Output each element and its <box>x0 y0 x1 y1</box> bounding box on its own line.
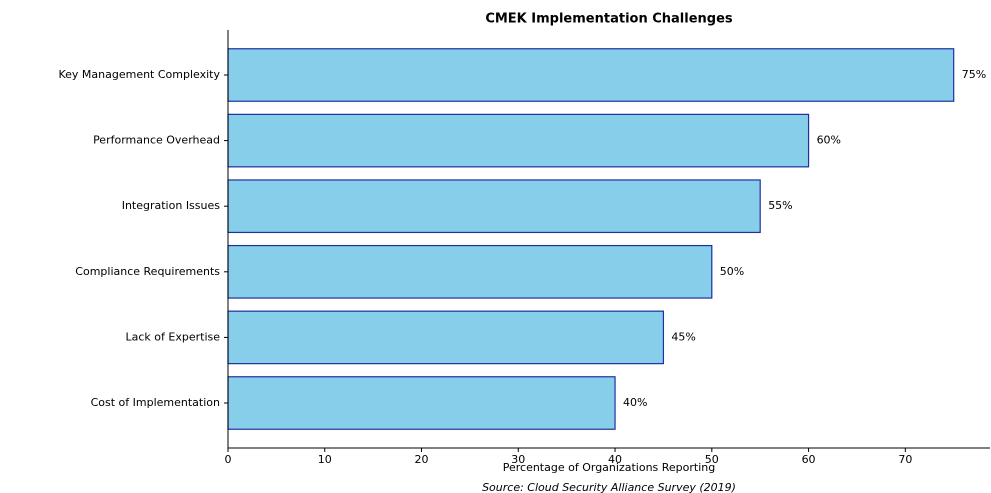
source-note: Source: Cloud Security Alliance Survey (… <box>482 481 736 493</box>
x-tick-label: 0 <box>225 453 232 466</box>
x-tick-label: 50 <box>705 453 719 466</box>
value-label: 40% <box>623 396 647 409</box>
value-label: 50% <box>720 265 744 278</box>
x-tick-label: 60 <box>802 453 816 466</box>
y-tick-label: Cost of Implementation <box>91 396 220 409</box>
bar <box>227 310 665 365</box>
value-label: 55% <box>768 199 792 212</box>
x-tick-label: 20 <box>415 453 429 466</box>
chart-title: CMEK Implementation Challenges <box>485 12 733 27</box>
bar <box>227 179 761 234</box>
value-label: 60% <box>817 134 841 147</box>
bar <box>227 376 616 430</box>
value-label: 75% <box>962 68 986 81</box>
bar <box>227 244 713 299</box>
x-tick-label: 70 <box>898 453 912 466</box>
x-axis-label: Percentage of Organizations Reporting <box>503 461 716 474</box>
y-tick-label: Lack of Expertise <box>126 330 221 343</box>
y-tick-label: Compliance Requirements <box>75 265 220 278</box>
bar <box>227 113 810 168</box>
x-tick-label: 10 <box>318 453 332 466</box>
y-tick-label: Integration Issues <box>122 199 221 212</box>
x-tick-label: 30 <box>511 453 525 466</box>
bar <box>227 48 955 102</box>
value-label: 45% <box>671 330 695 343</box>
y-tick-label: Key Management Complexity <box>58 68 220 81</box>
y-tick-label: Performance Overhead <box>93 134 220 147</box>
x-tick-label: 40 <box>608 453 622 466</box>
